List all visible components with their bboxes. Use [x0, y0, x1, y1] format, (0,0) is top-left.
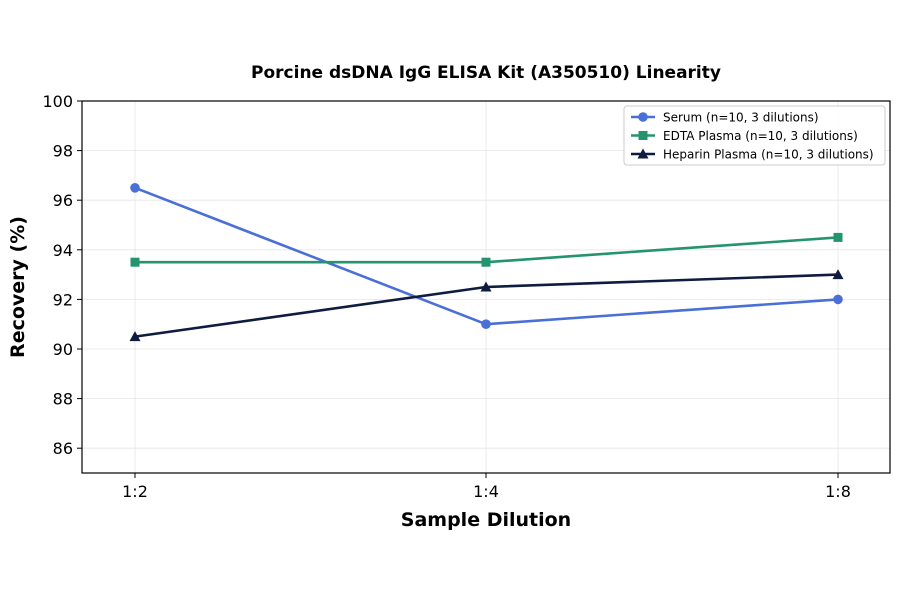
chart-title: Porcine dsDNA IgG ELISA Kit (A350510) Li…: [251, 63, 721, 83]
legend: Serum (n=10, 3 dilutions) EDTA Plasma (n=…: [623, 105, 886, 166]
axis-ticks: 86 88 90 92 94 96 98 100 1:2 1:4 1:8: [42, 92, 850, 501]
legend-marker: [638, 131, 648, 140]
series-group: [129, 183, 844, 342]
x-axis-label: Sample Dilution: [401, 509, 571, 531]
y-tick-label: 88: [53, 390, 73, 409]
legend-marker: [638, 112, 648, 122]
legend-marker: [637, 148, 649, 159]
y-tick-label: 96: [53, 191, 73, 210]
y-tick-label: 94: [53, 241, 73, 260]
x-tick-label: 1:8: [825, 482, 851, 501]
legend-label: Serum (n=10, 3 dilutions): [663, 111, 819, 125]
series-line: [134, 186, 839, 326]
plot-frame: [81, 100, 891, 474]
legend-label: EDTA Plasma (n=10, 3 dilutions): [663, 129, 858, 143]
data-point: [130, 183, 140, 193]
series-1: [130, 183, 843, 330]
x-tick-label: 1:2: [122, 482, 148, 501]
y-tick-label: 86: [53, 439, 73, 458]
legend-entry: EDTA Plasma (n=10, 3 dilutions): [631, 129, 858, 143]
data-point: [481, 257, 491, 267]
y-axis-label: Recovery (%): [7, 216, 29, 358]
legend-box: [623, 105, 886, 166]
y-tick-label: 92: [53, 290, 73, 309]
data-point: [833, 294, 843, 305]
y-tick-label: 98: [53, 142, 73, 161]
series-3: [129, 269, 844, 342]
legend-entry: Serum (n=10, 3 dilutions): [631, 111, 819, 125]
data-point: [129, 331, 141, 342]
y-tick-label: 100: [42, 92, 73, 111]
legend-label: Heparin Plasma (n=10, 3 dilutions): [663, 148, 874, 162]
data-point: [480, 281, 492, 292]
series-2: [130, 232, 843, 267]
data-point: [833, 232, 843, 242]
legend-entry: Heparin Plasma (n=10, 3 dilutions): [631, 148, 874, 162]
data-point: [832, 269, 844, 280]
x-tick-label: 1:4: [473, 482, 499, 501]
data-point: [130, 257, 140, 267]
data-point: [481, 319, 491, 330]
y-tick-label: 90: [53, 340, 73, 359]
